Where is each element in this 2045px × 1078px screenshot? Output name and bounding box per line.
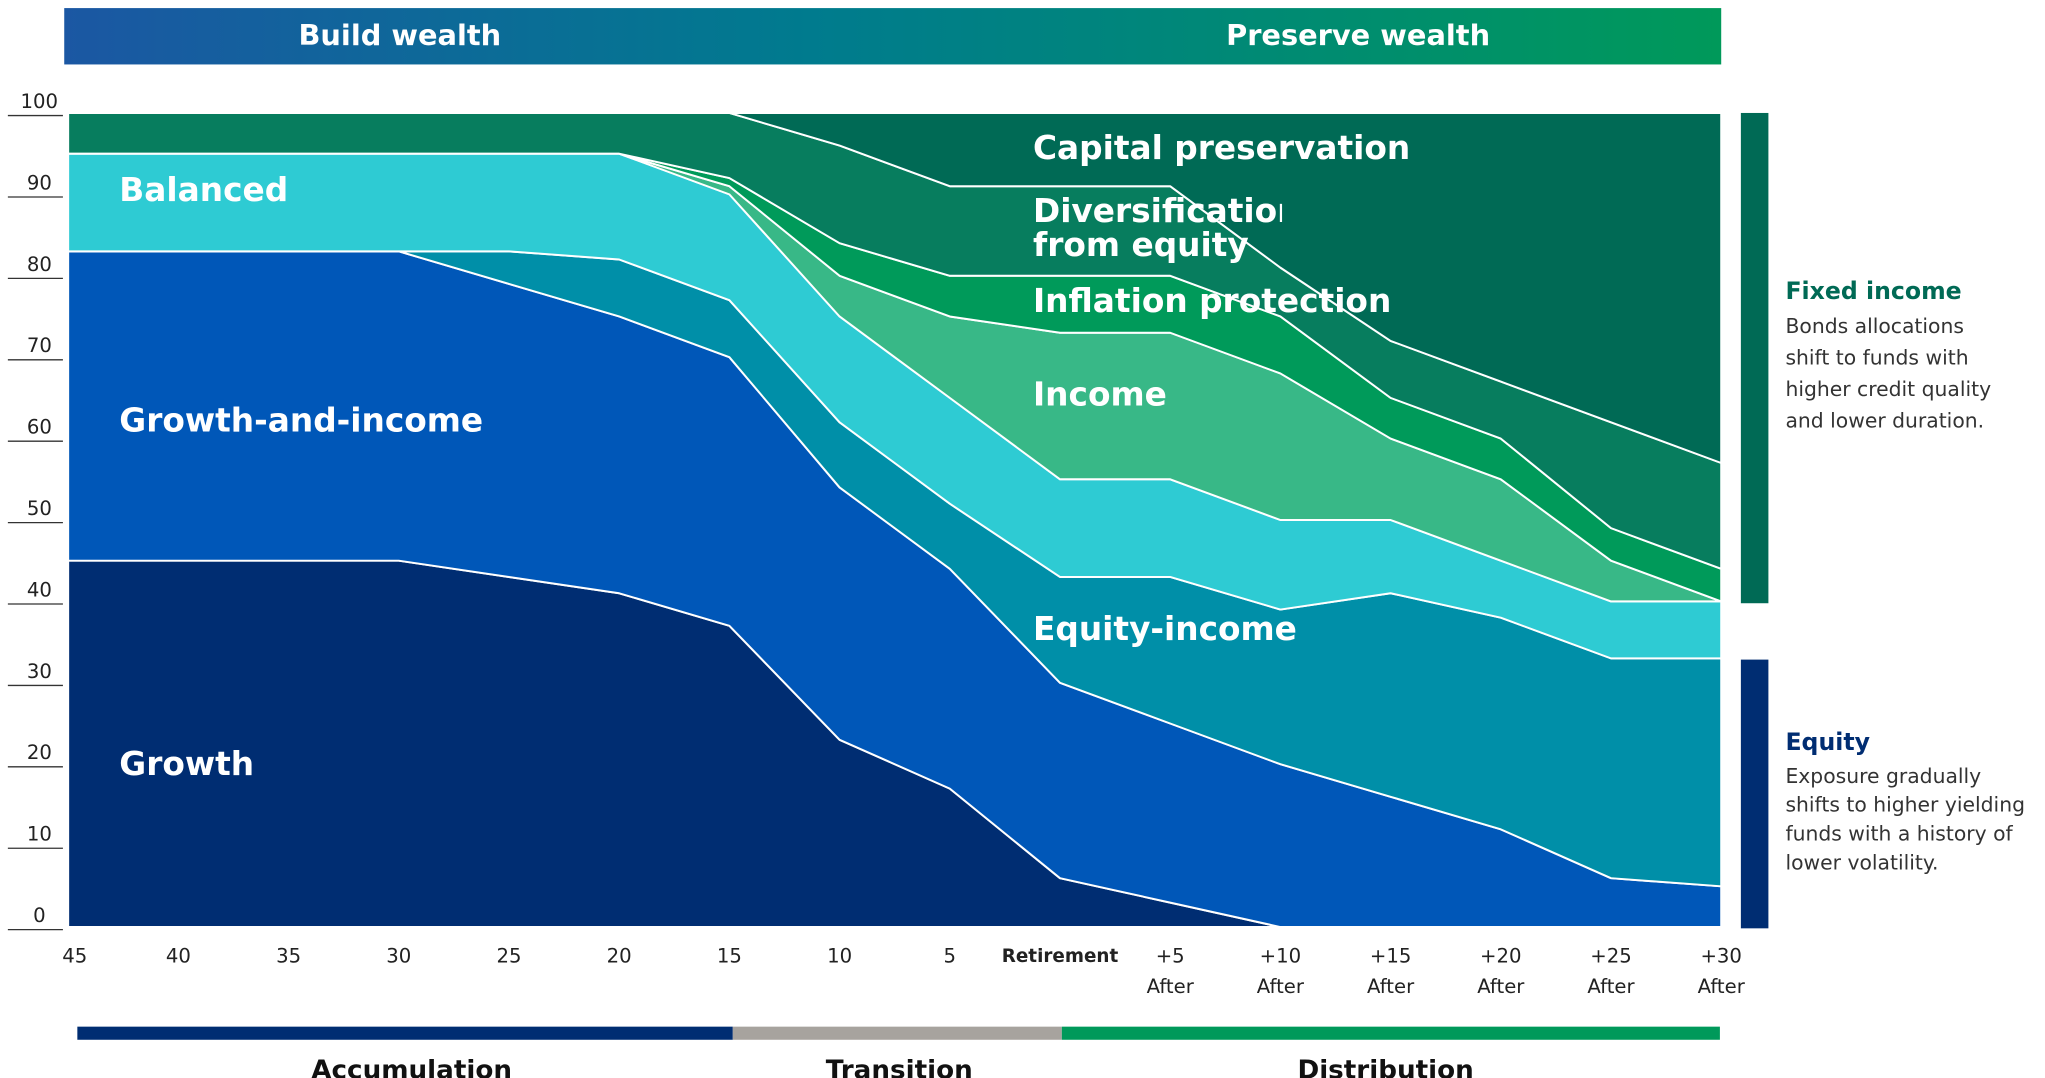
y-tick-label: 20 — [27, 741, 52, 764]
x-tick-label: 45 — [62, 945, 87, 968]
y-tick-label: 90 — [27, 171, 52, 194]
x-tick-label: 5 — [944, 945, 957, 968]
series-label-box: Equity-income — [1032, 612, 1297, 648]
x-tick-label: After — [1477, 975, 1525, 998]
side-note: Fixed income Bonds allocations shift to f… — [1785, 278, 1992, 433]
x-tick-label: After — [1587, 975, 1635, 998]
phase-label: Distribution — [1297, 1056, 1473, 1078]
series-label: Capital preservation — [1032, 131, 1411, 167]
x-tick-label: 40 — [166, 945, 191, 968]
side-note-text: Bonds allocations shift to funds with hi… — [1785, 314, 1992, 433]
series-label-box: Capital preservation — [1032, 131, 1411, 167]
series-label: Inflation protection — [1032, 284, 1392, 321]
y-tick-label: 100 — [21, 90, 59, 113]
series-label: Equity-income — [1032, 612, 1297, 648]
banner-label: Preserve wealth — [1226, 18, 1490, 52]
phase-bar — [77, 1026, 733, 1040]
series-label-box: Balanced — [119, 173, 289, 209]
x-tick-label: +10 — [1260, 945, 1301, 968]
x-tick-label: After — [1147, 975, 1195, 998]
y-tick-label: 30 — [27, 660, 52, 683]
phase-bar — [1061, 1026, 1720, 1040]
series-label: Balanced — [119, 173, 289, 209]
y-tick-label: 50 — [27, 497, 52, 520]
x-tick-label: 15 — [717, 945, 742, 968]
series-label-box: Growth — [119, 747, 255, 783]
banner-label: Build wealth — [298, 18, 501, 52]
y-tick-label: 80 — [27, 253, 52, 276]
x-tick-label: After — [1257, 975, 1305, 998]
series-label: Growth-and-income — [119, 403, 484, 440]
phase-label: Accumulation — [311, 1056, 512, 1078]
y-tick-label: 40 — [27, 578, 52, 601]
series-label: Income — [1032, 377, 1167, 414]
side-note-title: Equity — [1785, 729, 1871, 757]
series-label-box: Inflation protection — [1032, 284, 1392, 321]
x-tick-label: 25 — [496, 945, 521, 968]
y-tick-label: 60 — [27, 416, 52, 439]
side-bar — [1740, 659, 1769, 929]
series-label-box: Diversification from equity — [1032, 194, 1283, 264]
y-tick-label: 10 — [27, 823, 52, 846]
x-tick-label: 20 — [607, 945, 632, 968]
y-tick-label: 70 — [27, 334, 52, 357]
x-tick-label: +20 — [1480, 945, 1521, 968]
series-label-box: Income — [1032, 377, 1167, 414]
x-tick-label: +30 — [1700, 945, 1741, 968]
x-tick-label: 10 — [827, 945, 852, 968]
side-note: Equity Exposure gradually shifts to highe… — [1785, 729, 2025, 875]
area — [67, 111, 1723, 464]
x-tick-label: 30 — [386, 945, 411, 968]
x-tick-label: After — [1698, 975, 1746, 998]
x-tick-label: +25 — [1590, 945, 1631, 968]
y-tick-label: 0 — [33, 904, 46, 927]
side-note-title: Fixed income — [1785, 278, 1962, 306]
banner — [64, 8, 1722, 65]
series-label-box: Growth-and-income — [119, 403, 484, 440]
phase-label: Transition — [826, 1056, 973, 1078]
x-tick-label: +15 — [1370, 945, 1411, 968]
side-note-text: Exposure gradually shifts to higher yiel… — [1785, 764, 2025, 875]
side-bar — [1740, 112, 1769, 604]
series-label: Growth — [119, 747, 255, 783]
x-tick-label: After — [1367, 975, 1415, 998]
x-tick-label: +5 — [1156, 945, 1185, 968]
x-tick-label: Retirement — [1002, 946, 1119, 967]
x-tick-label: 35 — [276, 945, 301, 968]
phase-bar — [732, 1026, 1062, 1040]
series-label: Diversification from equity — [1032, 194, 1283, 264]
